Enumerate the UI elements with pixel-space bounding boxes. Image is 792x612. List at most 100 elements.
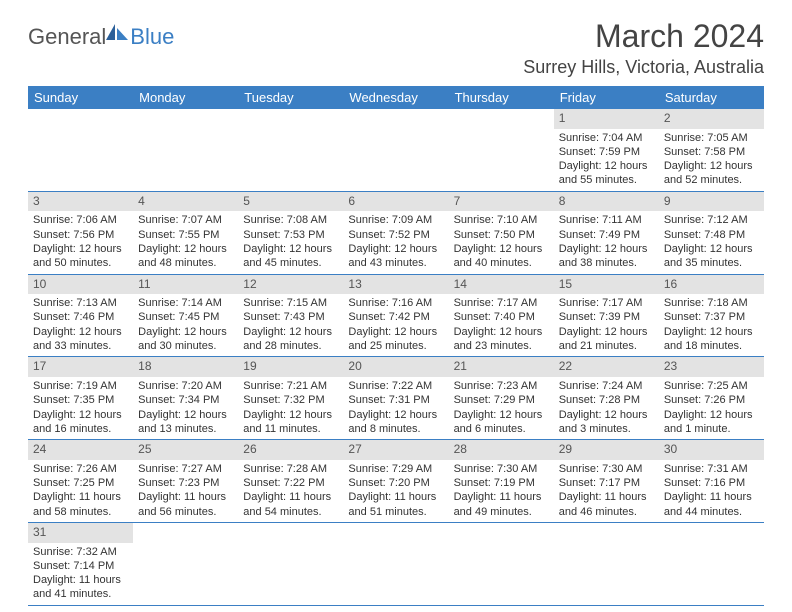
calendar-cell xyxy=(133,522,238,605)
daylight-line1: Daylight: 12 hours xyxy=(33,325,128,339)
day-number: 22 xyxy=(554,357,659,377)
sunrise-text: Sunrise: 7:14 AM xyxy=(138,296,233,310)
sunrise-text: Sunrise: 7:04 AM xyxy=(559,131,654,145)
day-body: Sunrise: 7:10 AMSunset: 7:50 PMDaylight:… xyxy=(449,211,554,273)
daylight-line2: and 51 minutes. xyxy=(348,505,443,519)
calendar-cell: 18Sunrise: 7:20 AMSunset: 7:34 PMDayligh… xyxy=(133,357,238,440)
daylight-line2: and 40 minutes. xyxy=(454,256,549,270)
sunrise-text: Sunrise: 7:11 AM xyxy=(559,213,654,227)
day-number: 2 xyxy=(659,109,764,129)
calendar-cell xyxy=(133,109,238,191)
daylight-line1: Daylight: 12 hours xyxy=(138,408,233,422)
sunset-text: Sunset: 7:22 PM xyxy=(243,476,338,490)
sunrise-text: Sunrise: 7:09 AM xyxy=(348,213,443,227)
day-body: Sunrise: 7:24 AMSunset: 7:28 PMDaylight:… xyxy=(554,377,659,439)
sunset-text: Sunset: 7:49 PM xyxy=(559,228,654,242)
calendar-cell: 26Sunrise: 7:28 AMSunset: 7:22 PMDayligh… xyxy=(238,440,343,523)
sunrise-text: Sunrise: 7:13 AM xyxy=(33,296,128,310)
sunrise-text: Sunrise: 7:27 AM xyxy=(138,462,233,476)
day-body: Sunrise: 7:17 AMSunset: 7:39 PMDaylight:… xyxy=(554,294,659,356)
daylight-line2: and 45 minutes. xyxy=(243,256,338,270)
day-body: Sunrise: 7:22 AMSunset: 7:31 PMDaylight:… xyxy=(343,377,448,439)
calendar-cell xyxy=(554,522,659,605)
day-number: 3 xyxy=(28,192,133,212)
sunset-text: Sunset: 7:14 PM xyxy=(33,559,128,573)
daylight-line1: Daylight: 12 hours xyxy=(454,325,549,339)
sunset-text: Sunset: 7:56 PM xyxy=(33,228,128,242)
day-body: Sunrise: 7:29 AMSunset: 7:20 PMDaylight:… xyxy=(343,460,448,522)
day-number: 16 xyxy=(659,275,764,295)
day-body: Sunrise: 7:26 AMSunset: 7:25 PMDaylight:… xyxy=(28,460,133,522)
sunset-text: Sunset: 7:16 PM xyxy=(664,476,759,490)
calendar-cell: 20Sunrise: 7:22 AMSunset: 7:31 PMDayligh… xyxy=(343,357,448,440)
day-body: Sunrise: 7:30 AMSunset: 7:19 PMDaylight:… xyxy=(449,460,554,522)
day-header: Wednesday xyxy=(343,86,448,109)
sunset-text: Sunset: 7:55 PM xyxy=(138,228,233,242)
day-body: Sunrise: 7:19 AMSunset: 7:35 PMDaylight:… xyxy=(28,377,133,439)
logo-text-blue: Blue xyxy=(130,24,174,50)
sunrise-text: Sunrise: 7:06 AM xyxy=(33,213,128,227)
daylight-line2: and 38 minutes. xyxy=(559,256,654,270)
day-body: Sunrise: 7:08 AMSunset: 7:53 PMDaylight:… xyxy=(238,211,343,273)
calendar-cell xyxy=(343,522,448,605)
day-body: Sunrise: 7:18 AMSunset: 7:37 PMDaylight:… xyxy=(659,294,764,356)
daylight-line2: and 1 minute. xyxy=(664,422,759,436)
sunrise-text: Sunrise: 7:25 AM xyxy=(664,379,759,393)
calendar-table: Sunday Monday Tuesday Wednesday Thursday… xyxy=(28,86,764,606)
daylight-line2: and 16 minutes. xyxy=(33,422,128,436)
sunset-text: Sunset: 7:34 PM xyxy=(138,393,233,407)
sunrise-text: Sunrise: 7:07 AM xyxy=(138,213,233,227)
calendar-cell: 5Sunrise: 7:08 AMSunset: 7:53 PMDaylight… xyxy=(238,191,343,274)
daylight-line2: and 3 minutes. xyxy=(559,422,654,436)
sunset-text: Sunset: 7:37 PM xyxy=(664,310,759,324)
calendar-cell xyxy=(343,109,448,191)
sunrise-text: Sunrise: 7:15 AM xyxy=(243,296,338,310)
day-body: Sunrise: 7:31 AMSunset: 7:16 PMDaylight:… xyxy=(659,460,764,522)
day-header: Tuesday xyxy=(238,86,343,109)
daylight-line2: and 46 minutes. xyxy=(559,505,654,519)
calendar-cell: 28Sunrise: 7:30 AMSunset: 7:19 PMDayligh… xyxy=(449,440,554,523)
day-number: 13 xyxy=(343,275,448,295)
daylight-line2: and 56 minutes. xyxy=(138,505,233,519)
sunset-text: Sunset: 7:53 PM xyxy=(243,228,338,242)
sunset-text: Sunset: 7:20 PM xyxy=(348,476,443,490)
day-header-row: Sunday Monday Tuesday Wednesday Thursday… xyxy=(28,86,764,109)
sunrise-text: Sunrise: 7:19 AM xyxy=(33,379,128,393)
daylight-line2: and 52 minutes. xyxy=(664,173,759,187)
sunrise-text: Sunrise: 7:05 AM xyxy=(664,131,759,145)
day-number: 31 xyxy=(28,523,133,543)
day-number: 25 xyxy=(133,440,238,460)
daylight-line2: and 43 minutes. xyxy=(348,256,443,270)
daylight-line2: and 18 minutes. xyxy=(664,339,759,353)
calendar-cell xyxy=(238,522,343,605)
daylight-line2: and 55 minutes. xyxy=(559,173,654,187)
calendar-cell: 10Sunrise: 7:13 AMSunset: 7:46 PMDayligh… xyxy=(28,274,133,357)
sunset-text: Sunset: 7:25 PM xyxy=(33,476,128,490)
day-body: Sunrise: 7:21 AMSunset: 7:32 PMDaylight:… xyxy=(238,377,343,439)
logo: General Blue xyxy=(28,24,174,50)
day-body: Sunrise: 7:07 AMSunset: 7:55 PMDaylight:… xyxy=(133,211,238,273)
calendar-cell xyxy=(28,109,133,191)
sunrise-text: Sunrise: 7:24 AM xyxy=(559,379,654,393)
day-body: Sunrise: 7:09 AMSunset: 7:52 PMDaylight:… xyxy=(343,211,448,273)
day-header: Monday xyxy=(133,86,238,109)
daylight-line1: Daylight: 11 hours xyxy=(454,490,549,504)
daylight-line1: Daylight: 11 hours xyxy=(138,490,233,504)
logo-text-general: General xyxy=(28,24,106,50)
daylight-line1: Daylight: 12 hours xyxy=(348,408,443,422)
daylight-line2: and 58 minutes. xyxy=(33,505,128,519)
daylight-line2: and 44 minutes. xyxy=(664,505,759,519)
calendar-cell: 22Sunrise: 7:24 AMSunset: 7:28 PMDayligh… xyxy=(554,357,659,440)
daylight-line2: and 33 minutes. xyxy=(33,339,128,353)
day-body: Sunrise: 7:17 AMSunset: 7:40 PMDaylight:… xyxy=(449,294,554,356)
sunrise-text: Sunrise: 7:21 AM xyxy=(243,379,338,393)
sunrise-text: Sunrise: 7:08 AM xyxy=(243,213,338,227)
sunset-text: Sunset: 7:26 PM xyxy=(664,393,759,407)
header: General Blue March 2024 Surrey Hills, Vi… xyxy=(28,18,764,78)
day-number: 21 xyxy=(449,357,554,377)
calendar-cell: 17Sunrise: 7:19 AMSunset: 7:35 PMDayligh… xyxy=(28,357,133,440)
daylight-line1: Daylight: 12 hours xyxy=(559,242,654,256)
daylight-line2: and 25 minutes. xyxy=(348,339,443,353)
sunrise-text: Sunrise: 7:17 AM xyxy=(454,296,549,310)
daylight-line2: and 28 minutes. xyxy=(243,339,338,353)
